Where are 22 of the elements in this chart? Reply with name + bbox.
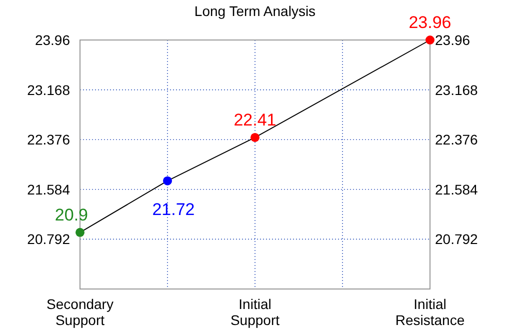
data-label: 22.41 (234, 110, 276, 130)
data-label: 23.96 (408, 13, 452, 32)
y-tick-label: 23.168 (27, 82, 70, 98)
x-tick-label: Initial Support (230, 296, 280, 328)
y2-tick-label: 23.168 (435, 82, 478, 98)
x-tick-label: Secondary Support (46, 296, 114, 328)
point (426, 36, 434, 44)
data-label: 21.72 (152, 200, 195, 219)
y-tick-label: 21.584 (27, 181, 70, 198)
point (163, 176, 172, 186)
y-tick-label: 22.376 (27, 132, 70, 148)
x-tick-label: Initial Resistance (395, 296, 465, 328)
y-tick-label: 23.96 (34, 32, 70, 48)
y2-tick-label: 22.376 (435, 132, 478, 148)
y-tick-label: 20.792 (27, 231, 70, 248)
y2-tick-label: 20.792 (435, 231, 478, 248)
point (250, 132, 260, 142)
chart-title: Long Term Analysis (194, 3, 316, 19)
y2-tick-label: 21.584 (435, 181, 478, 198)
y2-tick-label: 23.96 (435, 32, 470, 48)
point (76, 228, 84, 237)
data-label: 20.9 (54, 205, 88, 224)
